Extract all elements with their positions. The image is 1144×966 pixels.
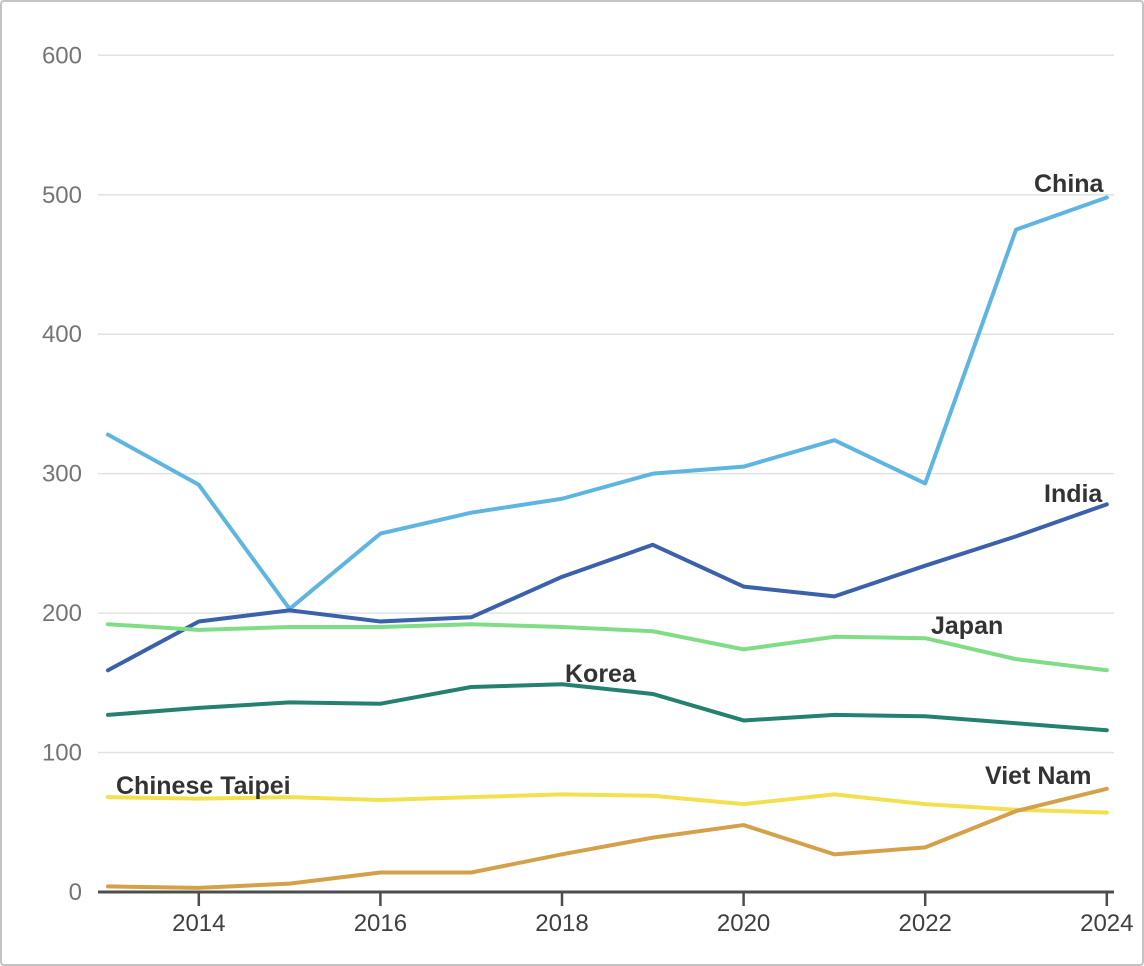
x-axis-label-2014: 2014 xyxy=(172,910,225,937)
y-axis-label-300: 300 xyxy=(42,461,82,488)
series-label-india: India xyxy=(1044,480,1103,508)
x-axis-label-2018: 2018 xyxy=(535,910,588,937)
series-line-korea xyxy=(106,682,1109,733)
series-line-japan xyxy=(106,622,1109,673)
x-axis-label-2020: 2020 xyxy=(717,910,770,937)
y-axis-label-200: 200 xyxy=(42,600,82,627)
series-line-india xyxy=(106,502,1109,673)
y-axis-label-600: 600 xyxy=(42,42,82,69)
y-axis-label-500: 500 xyxy=(42,182,82,209)
series-label-china: China xyxy=(1034,170,1105,198)
series-line-chinese-taipei xyxy=(106,792,1109,815)
y-axis-label-100: 100 xyxy=(42,740,82,767)
y-axis-label-0: 0 xyxy=(69,879,82,906)
series-label-korea: Korea xyxy=(565,660,637,688)
series-label-viet-nam: Viet Nam xyxy=(985,762,1092,790)
x-axis-label-2016: 2016 xyxy=(354,910,407,937)
series-line-viet-nam xyxy=(106,786,1109,890)
series-label-chinese-taipei: Chinese Taipei xyxy=(116,772,291,800)
y-axis-label-400: 400 xyxy=(42,321,82,348)
series-line-china xyxy=(106,195,1109,611)
x-axis-label-2022: 2022 xyxy=(899,910,952,937)
series-label-japan: Japan xyxy=(931,612,1003,640)
x-axis-label-2024: 2024 xyxy=(1080,910,1133,937)
